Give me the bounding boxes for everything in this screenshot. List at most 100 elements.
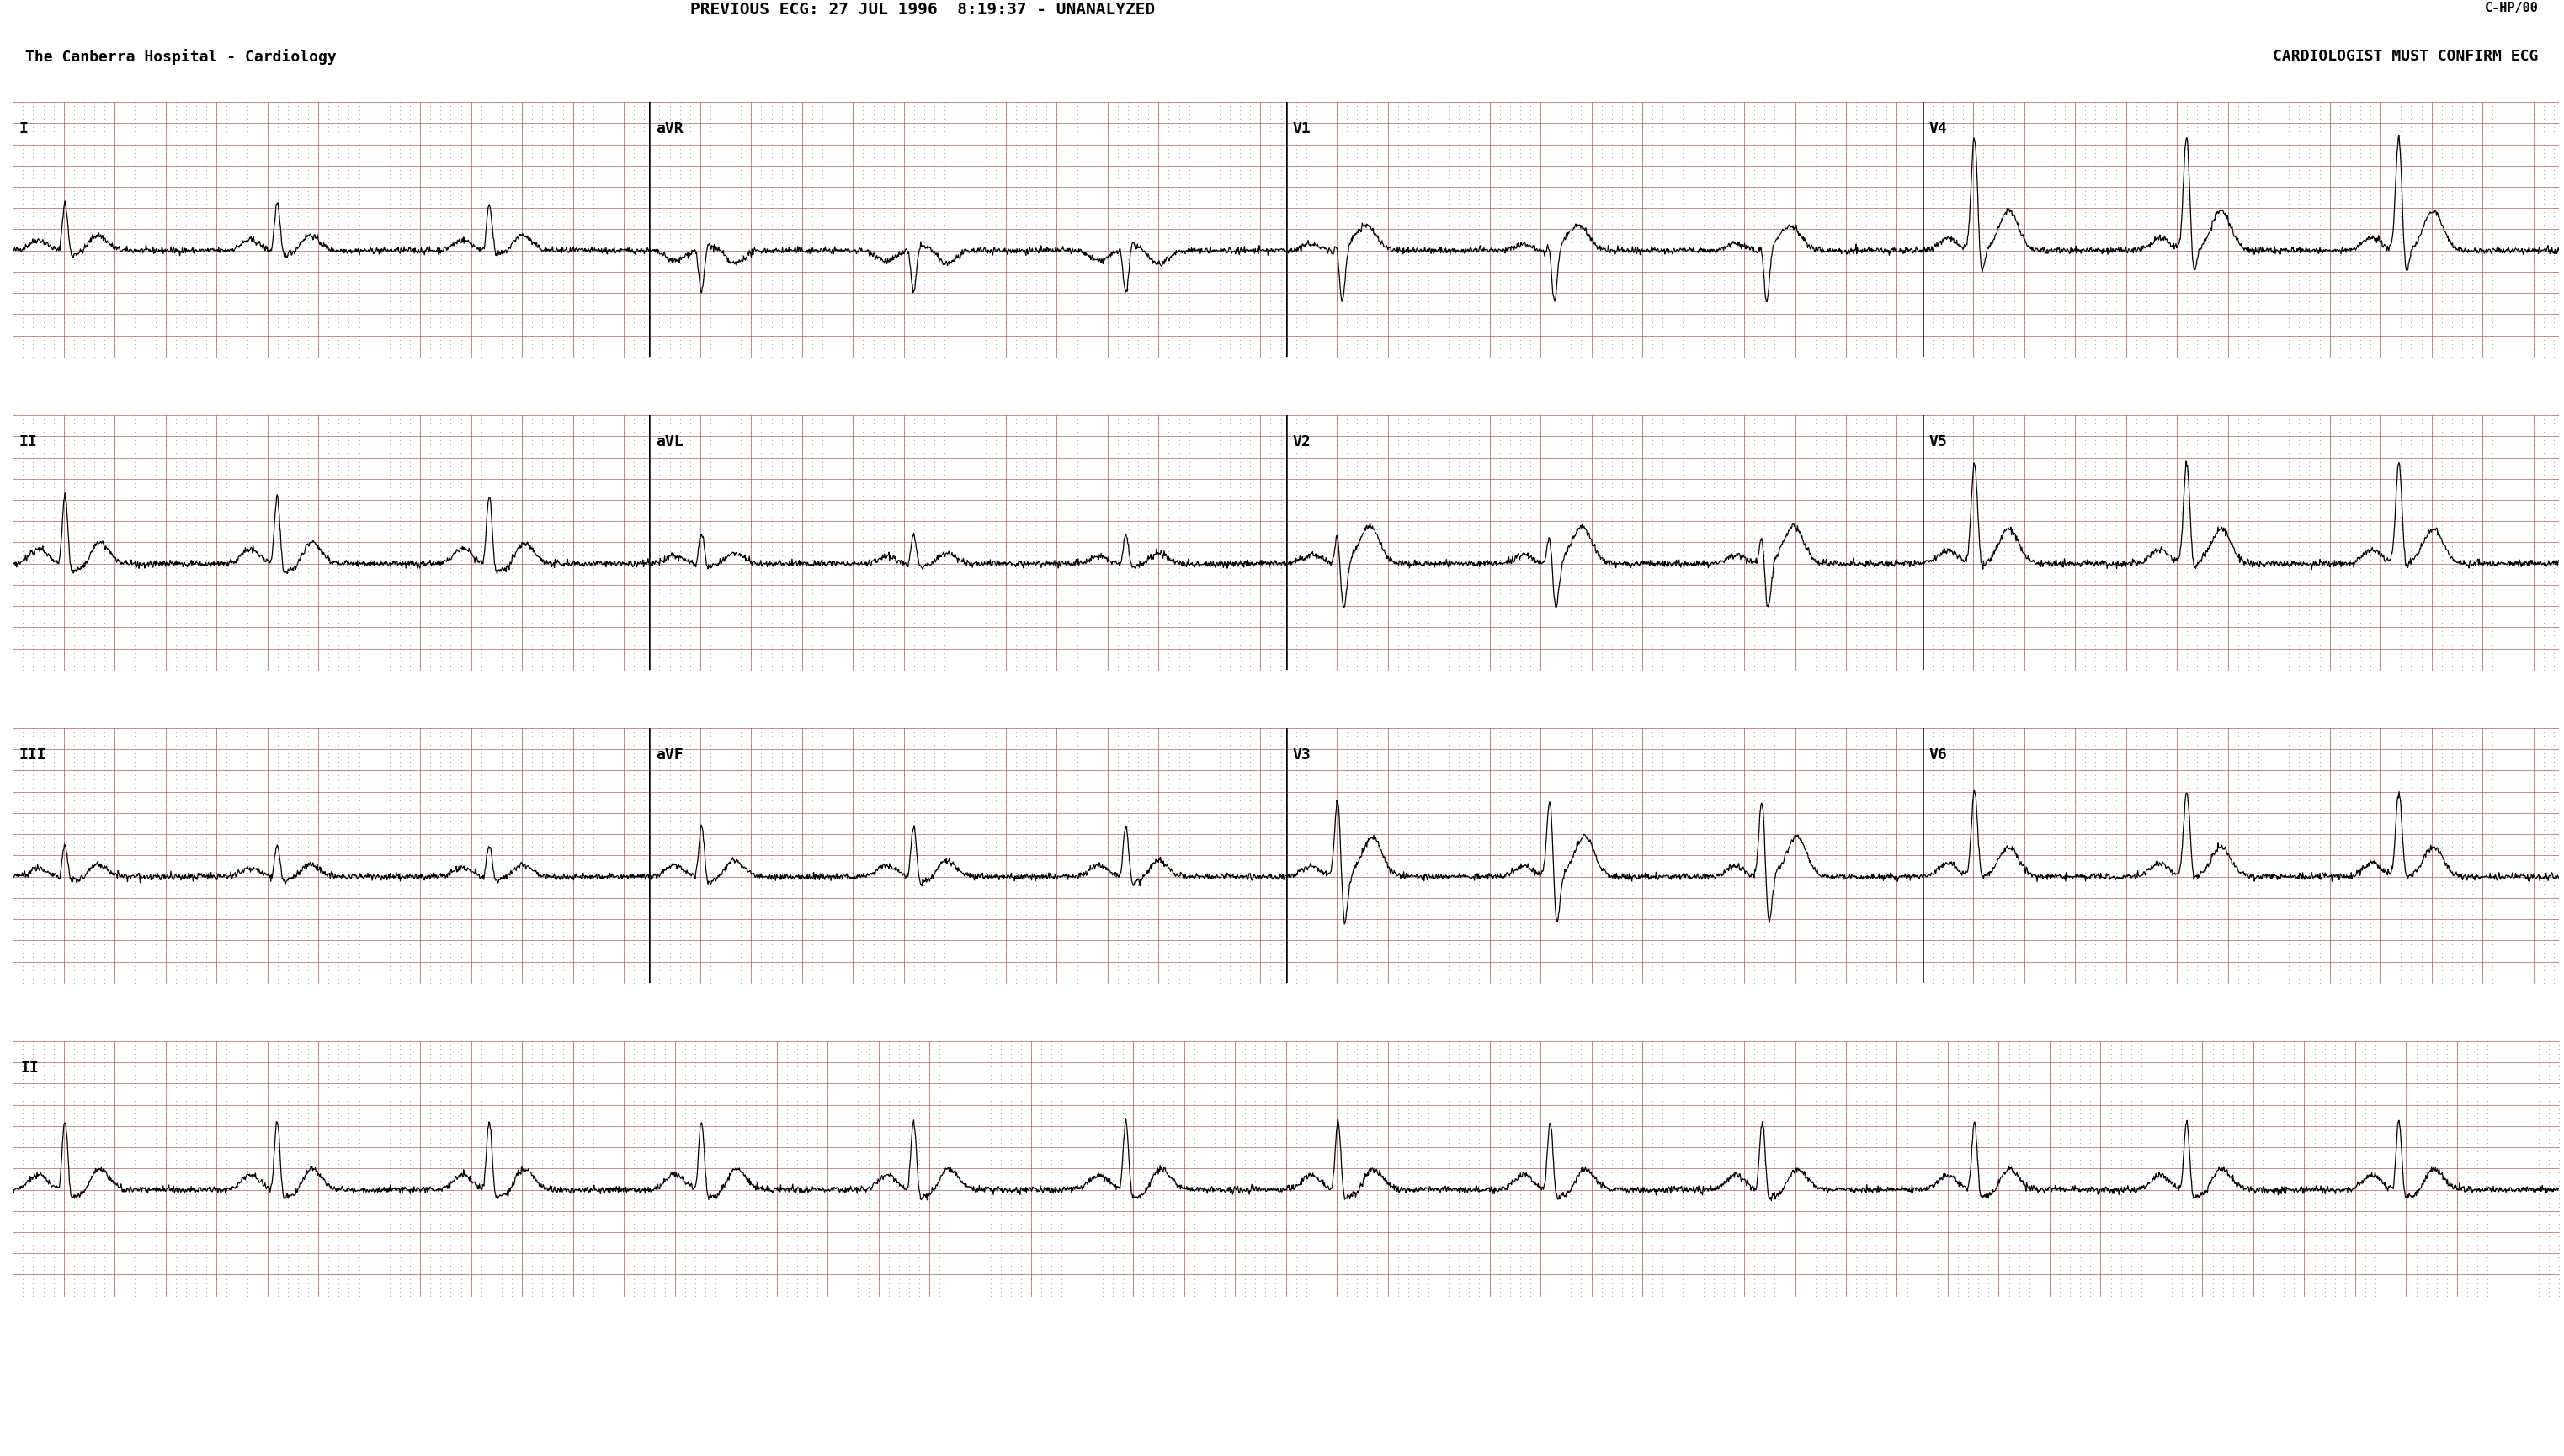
Point — [895, 603, 936, 626]
Point — [562, 248, 603, 271]
Point — [2208, 843, 2249, 866]
Point — [503, 132, 544, 156]
Point — [2415, 1089, 2456, 1112]
Point — [959, 1280, 1000, 1303]
Point — [613, 141, 654, 165]
Point — [359, 476, 400, 499]
Point — [2120, 1098, 2161, 1121]
Point — [523, 1063, 564, 1086]
Point — [2420, 632, 2461, 655]
Point — [541, 827, 582, 850]
Point — [2441, 179, 2482, 202]
Point — [1179, 772, 1220, 795]
Point — [1990, 1187, 2031, 1210]
Point — [664, 1131, 705, 1155]
Point — [1592, 1211, 1633, 1235]
Point — [1087, 428, 1128, 451]
Point — [2238, 581, 2279, 604]
Point — [1256, 1187, 1297, 1210]
Point — [2105, 345, 2146, 368]
Point — [2095, 954, 2136, 977]
Point — [359, 780, 400, 804]
Point — [1744, 141, 1785, 165]
Point — [2477, 1156, 2518, 1179]
Point — [854, 450, 895, 473]
Point — [923, 552, 964, 575]
Point — [2151, 1284, 2192, 1307]
Point — [156, 954, 197, 977]
Point — [1723, 1258, 1764, 1281]
Point — [2002, 721, 2044, 744]
Point — [782, 298, 823, 322]
Point — [1795, 898, 1836, 922]
Point — [1479, 625, 1520, 648]
Point — [1179, 479, 1220, 502]
Point — [2095, 836, 2136, 859]
Point — [2472, 154, 2513, 178]
Point — [156, 1131, 197, 1155]
Point — [2310, 942, 2351, 965]
Point — [136, 1051, 177, 1075]
Point — [2290, 860, 2331, 884]
Point — [1933, 780, 1974, 804]
Point — [146, 585, 187, 609]
Point — [2290, 467, 2331, 491]
Point — [1713, 1067, 1754, 1091]
Point — [308, 856, 349, 879]
Point — [2095, 501, 2136, 524]
Point — [2115, 856, 2156, 879]
Point — [2300, 319, 2341, 342]
Point — [2436, 1182, 2477, 1206]
Point — [400, 958, 441, 981]
Point — [2038, 1233, 2079, 1257]
Point — [156, 128, 197, 151]
Point — [462, 1238, 503, 1261]
Point — [2259, 556, 2300, 579]
Point — [256, 1178, 297, 1201]
Point — [710, 290, 751, 313]
Point — [1449, 290, 1490, 313]
Point — [1795, 1156, 1836, 1179]
Point — [990, 1220, 1031, 1243]
Point — [995, 534, 1036, 558]
Point — [1261, 146, 1303, 169]
Point — [167, 971, 208, 994]
Point — [64, 569, 105, 593]
Point — [287, 805, 328, 828]
Point — [379, 847, 420, 871]
Point — [1285, 243, 1326, 266]
Point — [1418, 785, 1459, 808]
Point — [2279, 115, 2320, 138]
Point — [731, 527, 772, 550]
Point — [1826, 598, 1867, 622]
Point — [2228, 108, 2269, 131]
Point — [1226, 1131, 1267, 1155]
Point — [146, 561, 187, 584]
Point — [1200, 514, 1241, 537]
Point — [2341, 527, 2382, 550]
Point — [1877, 518, 1918, 542]
Point — [572, 882, 613, 906]
Point — [1887, 459, 1928, 482]
Point — [1128, 256, 1169, 280]
Point — [1046, 99, 1087, 122]
Point — [838, 1255, 879, 1278]
Point — [638, 792, 679, 815]
Point — [685, 1093, 726, 1117]
Point — [541, 1105, 582, 1128]
Point — [2518, 1118, 2559, 1142]
Point — [2167, 248, 2208, 271]
Point — [679, 805, 720, 828]
Point — [823, 450, 864, 473]
Point — [913, 801, 954, 824]
Point — [1531, 1246, 1572, 1270]
Point — [903, 234, 944, 258]
Point — [267, 616, 308, 639]
Point — [1261, 234, 1303, 258]
Point — [1623, 1280, 1664, 1303]
Point — [2131, 1220, 2172, 1243]
Point — [874, 547, 915, 571]
Point — [1897, 1047, 1938, 1070]
Point — [2410, 738, 2451, 761]
Point — [451, 1246, 492, 1270]
